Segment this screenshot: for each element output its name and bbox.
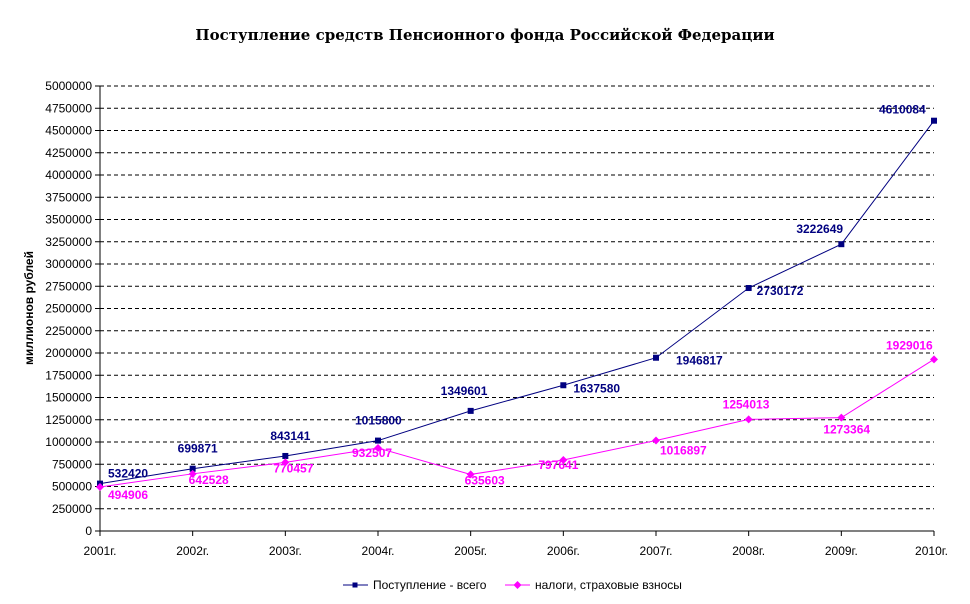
chart-title: Поступление средств Пенсионного фонда Ро… — [195, 26, 774, 44]
x-axis-ticks: 2001г. 2002г. 2003г. 2004г. 2005г. 2006г. 2007… — [84, 531, 948, 558]
x-tick-label: 2010г. — [915, 544, 948, 558]
data-point-square — [560, 382, 567, 389]
data-point-diamond — [96, 482, 104, 491]
series-total — [97, 117, 937, 487]
y-tick-label: 3500000 — [45, 213, 92, 227]
x-tick-label: 2007г. — [640, 544, 673, 558]
y-tick-label: 2500000 — [45, 302, 92, 316]
data-label: 1349601 — [441, 384, 488, 398]
y-tick-label: 3000000 — [45, 257, 92, 271]
data-label: 699871 — [178, 442, 218, 456]
legend-marker-diamond-icon — [513, 581, 522, 589]
data-labels: 532420 699871 843141 1015800 1349601 1637580 1… — [108, 103, 933, 502]
data-point-diamond — [930, 355, 938, 364]
data-point-diamond — [281, 458, 290, 467]
x-tick-label: 2008г. — [732, 544, 765, 558]
y-tick-label: 500000 — [52, 480, 92, 494]
x-tick-label: 2003г. — [269, 544, 302, 558]
legend-label-taxes: налоги, страховые взносы — [535, 578, 682, 592]
data-label: 635603 — [465, 473, 505, 487]
series-line — [99, 120, 935, 485]
data-label: 1946817 — [676, 354, 723, 368]
data-point-square — [282, 452, 289, 459]
data-label: 1016897 — [660, 443, 707, 457]
data-point-diamond — [466, 470, 475, 479]
data-label: 642528 — [189, 473, 229, 487]
data-label: 2730172 — [757, 284, 804, 298]
data-label: 4610084 — [879, 103, 926, 117]
data-label: 770457 — [273, 461, 313, 475]
y-axis-label: миллионов рублей — [22, 251, 36, 365]
data-label: 797641 — [538, 458, 578, 472]
data-point-diamond — [744, 415, 753, 424]
y-tick-label: 4750000 — [45, 101, 92, 115]
y-tick-label: 0 — [85, 524, 92, 538]
data-point-diamond — [652, 436, 660, 445]
data-label: 1929016 — [886, 338, 933, 352]
x-tick-label: 2005г. — [454, 544, 487, 558]
y-tick-label: 4500000 — [45, 124, 92, 138]
y-tick-label: 2000000 — [45, 346, 92, 360]
data-point-square — [375, 437, 381, 444]
data-point-diamond — [374, 444, 382, 453]
y-tick-label: 3750000 — [45, 190, 92, 204]
y-tick-label: 4250000 — [45, 146, 92, 160]
data-point-square — [189, 465, 196, 472]
x-tick-label: 2001г. — [84, 544, 117, 558]
data-point-square — [838, 241, 845, 248]
y-tick-label: 5000000 — [45, 79, 92, 93]
legend-label-total: Поступление - всего — [373, 578, 487, 592]
y-axis-ticks: 0 250000 500000 750000 1000000 1250000 1500000… — [45, 79, 100, 538]
data-point-square — [745, 285, 752, 292]
data-point-diamond — [559, 456, 568, 465]
data-point-square — [467, 407, 474, 414]
data-label: 532420 — [108, 467, 148, 481]
y-tick-label: 2750000 — [45, 279, 92, 293]
legend: Поступление - всего налоги, страховые вз… — [343, 578, 682, 592]
y-tick-label: 2250000 — [45, 324, 92, 338]
data-label: 1015800 — [355, 414, 402, 428]
y-tick-label: 1000000 — [45, 435, 92, 449]
y-tick-label: 4000000 — [45, 168, 92, 182]
data-label: 1273364 — [823, 423, 870, 437]
y-tick-label: 3250000 — [45, 235, 92, 249]
y-tick-label: 1500000 — [45, 391, 92, 405]
data-label: 932507 — [352, 446, 392, 460]
series-line — [99, 358, 935, 488]
y-tick-label: 750000 — [52, 457, 92, 471]
data-label: 843141 — [270, 429, 310, 443]
data-point-diamond — [188, 469, 197, 478]
data-label: 3222649 — [796, 222, 843, 236]
legend-marker-square-icon — [352, 582, 358, 588]
x-tick-label: 2002г. — [176, 544, 209, 558]
data-label: 494906 — [108, 488, 148, 502]
y-tick-label: 250000 — [52, 502, 92, 516]
x-tick-label: 2004г. — [362, 544, 395, 558]
data-label: 1254013 — [723, 397, 770, 411]
data-label: 1637580 — [573, 381, 620, 395]
data-point-square — [931, 117, 937, 124]
y-tick-label: 1250000 — [45, 413, 92, 427]
y-tick-label: 1750000 — [45, 368, 92, 382]
grid — [100, 85, 934, 510]
x-tick-label: 2009г. — [825, 544, 858, 558]
series-taxes — [96, 355, 938, 491]
data-point-diamond — [837, 413, 846, 422]
series-layer — [96, 117, 938, 491]
data-point-square — [653, 354, 659, 361]
x-tick-label: 2006г. — [547, 544, 580, 558]
